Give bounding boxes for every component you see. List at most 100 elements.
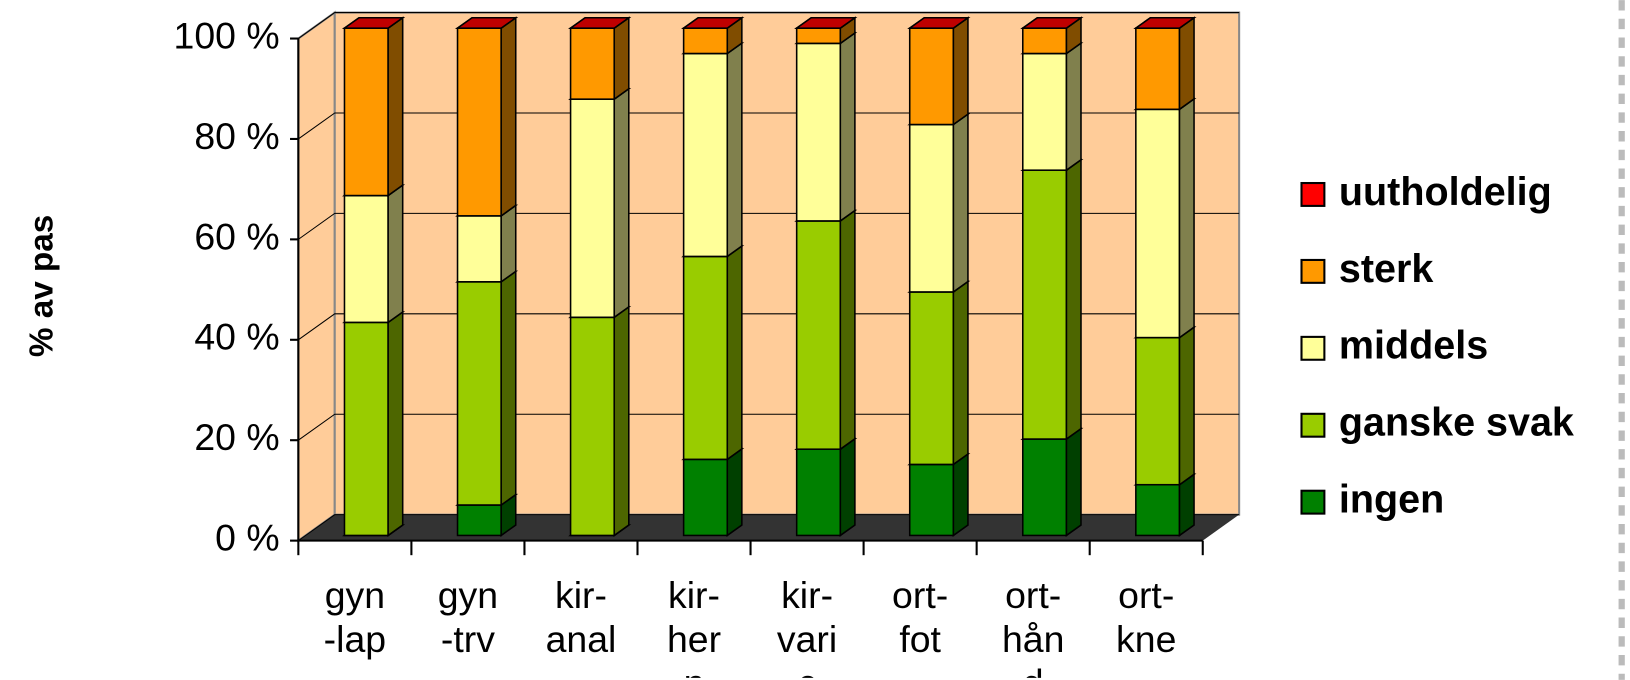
bar-segment-side: [613, 87, 630, 319]
bar-segment: [569, 98, 616, 319]
bar-segment-top: [681, 16, 745, 29]
bar-segment-side: [1065, 427, 1082, 537]
bar-segment-top: [907, 16, 971, 29]
y-tick-label: 60 %: [194, 215, 279, 257]
bar-segment-side: [839, 437, 856, 537]
x-tick-label: ort-hånd: [1001, 573, 1065, 678]
bar-segment-side: [500, 269, 517, 507]
left-wall: [297, 10, 336, 543]
bar-segment: [456, 27, 502, 217]
bar-segment: [569, 316, 616, 537]
bar-segment-top: [1133, 16, 1197, 29]
legend-label: middels: [1339, 324, 1488, 368]
bar-segment-side: [952, 452, 969, 537]
bar-segment: [1135, 483, 1181, 537]
y-tick-label: 80 %: [194, 115, 279, 157]
x-tick-label-box: gyn-lap: [323, 573, 387, 661]
bar-segment: [1021, 438, 1068, 537]
y-tick-label: 100 %: [174, 14, 280, 56]
bar-segment: [343, 321, 389, 537]
legend-label: ingen: [1339, 478, 1444, 522]
x-tick-label: kir-varic: [776, 573, 838, 678]
bar-segment-side: [613, 16, 630, 101]
bar-segment-side: [839, 31, 856, 223]
legend-label: sterk: [1339, 247, 1433, 291]
x-tick-label-box: ort-fot: [892, 573, 949, 661]
bar-segment-top: [794, 16, 858, 29]
bar-segment-side: [1065, 158, 1082, 441]
x-tick-label-box: ort-hånd: [1001, 573, 1065, 678]
bar-segment-side: [613, 305, 630, 537]
x-tick-label-box: gyn-trv: [437, 573, 499, 661]
bar-segment: [682, 458, 729, 537]
legend-label: ganske svak: [1339, 401, 1574, 445]
bar-segment: [1135, 336, 1181, 486]
bar-segment: [456, 281, 502, 506]
bar-segment: [908, 27, 955, 126]
bar-segment-side: [387, 310, 404, 537]
bar-segment-side: [1178, 16, 1195, 111]
bar-segment-side: [500, 16, 517, 218]
y-axis-label: % av pas: [23, 215, 60, 357]
bar-segment: [908, 291, 955, 466]
x-tick-label: kir-hern: [666, 573, 722, 678]
bar-segment: [1021, 169, 1068, 440]
x-tick-label: ort-fot: [892, 573, 949, 661]
bar-segment: [795, 27, 842, 45]
bar-segment-top: [568, 16, 632, 29]
x-tick-label-box: kir-varic: [776, 573, 838, 678]
bar-segment-side: [726, 41, 743, 258]
legend-swatch: [1300, 258, 1326, 284]
bar-segment: [795, 42, 842, 222]
grid-line: [298, 12, 1240, 39]
x-tick-label: kir-anal: [545, 573, 617, 661]
bar-segment-side: [726, 447, 743, 537]
bar-segment-top: [455, 16, 519, 29]
bar-segment: [682, 255, 729, 461]
legend-label: uutholdelig: [1339, 170, 1552, 214]
bar-segment: [569, 27, 616, 100]
y-tick-label: 0 %: [215, 517, 279, 559]
legend-swatch: [1300, 335, 1326, 361]
bar-segment-side: [500, 203, 517, 284]
bar-segment-side: [952, 112, 969, 294]
x-tick-label: ort-kne: [1116, 573, 1177, 661]
bar-segment-side: [952, 280, 969, 466]
bar-segment-side: [839, 208, 856, 451]
x-tick-label: gyn-lap: [323, 573, 387, 661]
y-tick-label: 20 %: [194, 416, 279, 458]
bar-segment-side: [1178, 325, 1195, 487]
bar-segment: [795, 448, 842, 537]
bar-segment-side: [952, 16, 969, 127]
bar-segment-side: [387, 183, 404, 324]
bar-segment: [682, 27, 729, 55]
bar-segment: [456, 504, 502, 537]
x-tick-label: gyn-trv: [437, 573, 499, 661]
bar-segment-side: [1065, 41, 1082, 172]
x-tick-label-box: kir-anal: [545, 573, 617, 661]
bar-segment: [908, 463, 955, 537]
bar-segment-top: [342, 16, 406, 29]
bar-segment: [1021, 52, 1068, 171]
legend-swatch: [1300, 412, 1326, 438]
legend-swatch: [1300, 489, 1326, 515]
bar-segment: [682, 52, 729, 258]
bar-segment: [795, 220, 842, 450]
bar-segment-side: [726, 244, 743, 461]
bar-segment: [343, 27, 389, 197]
floor: [298, 514, 1240, 541]
bar-segment: [456, 215, 502, 283]
bar-segment: [908, 123, 955, 293]
x-tick-label-box: kir-hern: [666, 573, 722, 678]
bar-segment: [343, 194, 389, 324]
bar-segment: [1021, 27, 1068, 55]
bar-segment-side: [1178, 97, 1195, 340]
bar-segment-top: [1020, 16, 1084, 29]
y-tick-label: 40 %: [194, 316, 279, 358]
legend-swatch: [1300, 181, 1326, 207]
bar-segment-side: [387, 16, 404, 198]
bar-segment: [1135, 27, 1181, 111]
x-tick-label-box: ort-kne: [1116, 573, 1177, 661]
bar-segment: [1135, 108, 1181, 339]
